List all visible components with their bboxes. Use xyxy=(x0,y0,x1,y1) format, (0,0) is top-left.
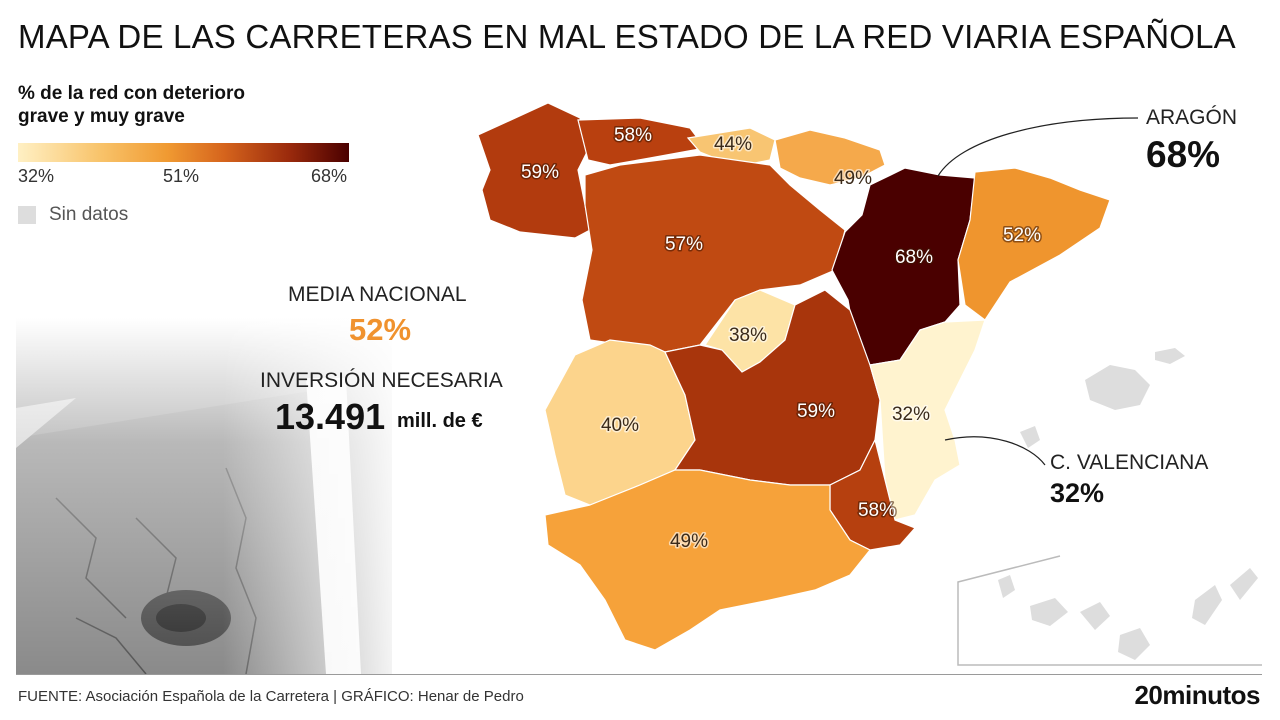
region-galicia-label: 59% xyxy=(521,162,559,183)
balearic-island-menorca xyxy=(1155,348,1185,364)
investment-label: INVERSIÓN NECESARIA xyxy=(260,369,503,392)
chart-title: MAPA DE LAS CARRETERAS EN MAL ESTADO DE … xyxy=(18,18,1236,55)
region-pais-vasco-label: 49% xyxy=(834,168,872,189)
region-murcia-label: 58% xyxy=(858,500,896,521)
canary-island-6 xyxy=(1230,568,1258,600)
region-cataluna xyxy=(957,167,1111,321)
valencia-callout-name: C. VALENCIANA xyxy=(1050,451,1209,474)
canary-islands-frame xyxy=(957,555,1262,666)
region-andalucia xyxy=(544,469,871,651)
canary-island-1 xyxy=(998,575,1015,598)
region-pais-vasco xyxy=(774,129,886,186)
footer-source: FUENTE: Asociación Española de la Carret… xyxy=(18,688,524,705)
region-asturias-label: 58% xyxy=(614,125,652,146)
road-photo-image xyxy=(16,318,392,674)
region-cantabria xyxy=(686,127,776,166)
average-label: MEDIA NACIONAL xyxy=(288,283,467,306)
aragon-callout-name: ARAGÓN xyxy=(1146,106,1238,129)
region-extremadura-label: 40% xyxy=(601,415,639,436)
legend-mid-label: 51% xyxy=(163,166,200,186)
canary-island-5 xyxy=(1192,585,1222,625)
region-comunidad-valenciana-label: 32% xyxy=(892,404,930,425)
legend-title-line1: % de la red con deterioro xyxy=(18,83,245,104)
average-value: 52% xyxy=(349,312,412,347)
region-castilla-y-leon-label: 57% xyxy=(665,234,703,255)
legend-color-scale xyxy=(18,143,349,162)
legend-title: % de la red con deterioro grave y muy gr… xyxy=(18,82,245,128)
aragon-callout-line xyxy=(937,117,1139,177)
region-comunidad-valenciana xyxy=(869,319,986,521)
region-aragon-label: 68% xyxy=(895,247,933,268)
canary-island-4 xyxy=(1118,628,1150,660)
investment-value: 13.491 xyxy=(275,396,386,437)
region-andalucia-label: 49% xyxy=(670,531,708,552)
region-asturias xyxy=(577,117,707,166)
legend-max-label: 68% xyxy=(311,166,348,186)
canary-island-3 xyxy=(1080,602,1110,630)
valencia-callout-value: 32% xyxy=(1050,478,1105,508)
nodata-swatch xyxy=(18,206,36,224)
nodata-label: Sin datos xyxy=(49,204,129,225)
valencia-callout-line xyxy=(944,436,1046,466)
legend-min-label: 32% xyxy=(18,166,55,186)
region-cataluna-label: 52% xyxy=(1003,225,1041,246)
balearic-island-mallorca xyxy=(1085,365,1150,410)
footer-divider xyxy=(16,674,1262,675)
region-madrid-label: 38% xyxy=(729,325,767,346)
aragon-callout-value: 68% xyxy=(1146,134,1221,175)
region-castilla-la-mancha-label: 59% xyxy=(797,401,835,422)
canary-island-2 xyxy=(1030,598,1068,626)
brand-logo: 20minutos xyxy=(1134,680,1260,710)
legend-title-line2: grave y muy grave xyxy=(18,106,185,127)
region-cantabria-label: 44% xyxy=(714,134,752,155)
investment-unit: mill. de € xyxy=(397,410,483,432)
balearic-island-ibiza xyxy=(1020,426,1040,448)
